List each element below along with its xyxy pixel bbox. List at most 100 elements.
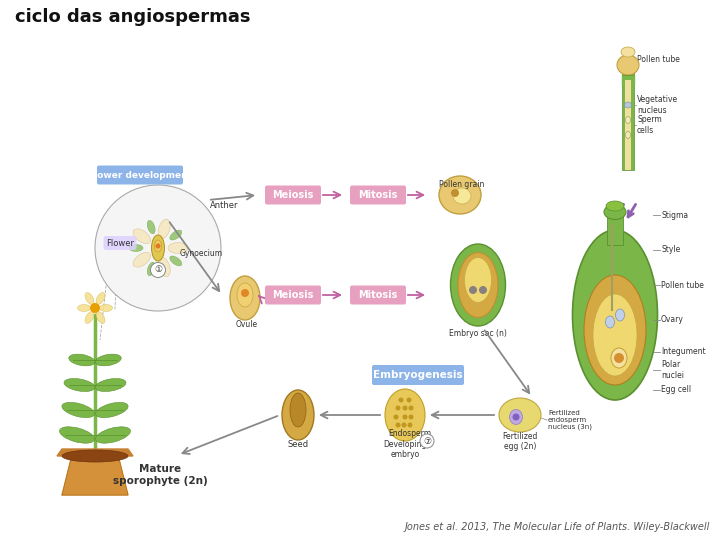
Text: Flower: Flower xyxy=(106,239,134,247)
Ellipse shape xyxy=(499,398,541,432)
Ellipse shape xyxy=(385,389,425,441)
Ellipse shape xyxy=(62,450,128,462)
Circle shape xyxy=(407,397,412,402)
Circle shape xyxy=(395,406,400,410)
Bar xyxy=(625,80,631,170)
Circle shape xyxy=(394,415,398,420)
Text: Gynoecium: Gynoecium xyxy=(180,248,223,258)
Ellipse shape xyxy=(133,252,150,267)
Ellipse shape xyxy=(158,258,170,276)
Polygon shape xyxy=(622,75,634,85)
Text: Mitosis: Mitosis xyxy=(359,290,397,300)
Ellipse shape xyxy=(170,256,182,266)
Text: Developing
embryo: Developing embryo xyxy=(383,440,427,460)
Text: ⑦: ⑦ xyxy=(423,436,431,446)
Ellipse shape xyxy=(95,354,121,366)
Ellipse shape xyxy=(96,312,105,323)
Ellipse shape xyxy=(96,402,128,417)
FancyBboxPatch shape xyxy=(97,165,183,185)
Polygon shape xyxy=(62,455,128,495)
Text: Mature
sporophyte (2n): Mature sporophyte (2n) xyxy=(112,464,207,486)
Ellipse shape xyxy=(458,253,498,318)
Circle shape xyxy=(156,244,161,248)
Circle shape xyxy=(398,397,403,402)
Text: Meiosis: Meiosis xyxy=(272,190,314,200)
Text: Pollen tube: Pollen tube xyxy=(637,56,680,64)
Ellipse shape xyxy=(611,348,627,368)
Polygon shape xyxy=(57,449,133,456)
Circle shape xyxy=(150,262,166,278)
FancyBboxPatch shape xyxy=(350,286,406,305)
Ellipse shape xyxy=(62,402,94,417)
Ellipse shape xyxy=(616,309,624,321)
Circle shape xyxy=(402,406,408,410)
Ellipse shape xyxy=(147,220,156,234)
Circle shape xyxy=(451,189,459,197)
Ellipse shape xyxy=(96,293,105,305)
Ellipse shape xyxy=(439,176,481,214)
Ellipse shape xyxy=(168,242,188,253)
Ellipse shape xyxy=(96,427,130,443)
Text: Sperm
cells: Sperm cells xyxy=(637,116,662,134)
Circle shape xyxy=(614,353,624,363)
Ellipse shape xyxy=(69,354,95,366)
Ellipse shape xyxy=(621,47,635,57)
Text: Fertilized
endosperm
nucleus (3n): Fertilized endosperm nucleus (3n) xyxy=(548,410,592,430)
Circle shape xyxy=(402,415,408,420)
Ellipse shape xyxy=(147,262,156,275)
Text: ciclo das angiospermas: ciclo das angiospermas xyxy=(15,8,251,26)
Text: Embryo sac (n): Embryo sac (n) xyxy=(449,329,507,338)
Ellipse shape xyxy=(158,219,170,239)
Text: Pollen grain
(n): Pollen grain (n) xyxy=(439,180,485,199)
Circle shape xyxy=(90,303,100,313)
Circle shape xyxy=(513,414,520,421)
Ellipse shape xyxy=(453,188,471,204)
Ellipse shape xyxy=(606,316,614,328)
Text: Vegetative
nucleus: Vegetative nucleus xyxy=(637,95,678,114)
FancyBboxPatch shape xyxy=(265,186,321,205)
Ellipse shape xyxy=(617,55,639,75)
Ellipse shape xyxy=(584,275,646,385)
Circle shape xyxy=(408,415,413,420)
Ellipse shape xyxy=(604,205,626,219)
Text: Polar
nuclei: Polar nuclei xyxy=(661,360,684,380)
Text: Endosperm: Endosperm xyxy=(388,429,431,437)
Text: Meiosis: Meiosis xyxy=(272,290,314,300)
Ellipse shape xyxy=(85,312,94,323)
Bar xyxy=(607,215,623,245)
Ellipse shape xyxy=(155,240,161,252)
Circle shape xyxy=(241,289,249,297)
Circle shape xyxy=(420,434,434,448)
Text: Ovary: Ovary xyxy=(661,315,684,325)
Circle shape xyxy=(408,422,413,428)
Text: Egg cell: Egg cell xyxy=(661,386,691,395)
Ellipse shape xyxy=(451,244,505,326)
Circle shape xyxy=(402,422,407,428)
Ellipse shape xyxy=(151,235,164,261)
Text: Mitosis: Mitosis xyxy=(359,190,397,200)
Circle shape xyxy=(395,422,400,428)
Ellipse shape xyxy=(129,245,143,252)
Ellipse shape xyxy=(99,305,112,312)
Ellipse shape xyxy=(133,229,150,244)
Bar xyxy=(622,70,634,170)
Ellipse shape xyxy=(78,305,91,312)
Ellipse shape xyxy=(85,293,94,305)
Text: Anther: Anther xyxy=(210,200,238,210)
Ellipse shape xyxy=(60,427,94,443)
Ellipse shape xyxy=(510,409,523,424)
Text: Jones et al. 2013, The Molecular Life of Plants. Wiley-Blackwell: Jones et al. 2013, The Molecular Life of… xyxy=(405,522,710,532)
Circle shape xyxy=(95,185,221,311)
Text: Flower development: Flower development xyxy=(88,171,192,179)
Ellipse shape xyxy=(95,379,126,392)
Text: Fertilized
egg (2n): Fertilized egg (2n) xyxy=(503,432,538,451)
Ellipse shape xyxy=(593,294,637,376)
Text: ①: ① xyxy=(154,266,162,274)
Text: Integument: Integument xyxy=(661,348,706,356)
FancyBboxPatch shape xyxy=(350,186,406,205)
Circle shape xyxy=(479,286,487,294)
Text: Style: Style xyxy=(661,246,680,254)
Text: Embryogenesis: Embryogenesis xyxy=(373,370,463,380)
Text: Ovule: Ovule xyxy=(236,320,258,329)
Ellipse shape xyxy=(282,390,314,440)
